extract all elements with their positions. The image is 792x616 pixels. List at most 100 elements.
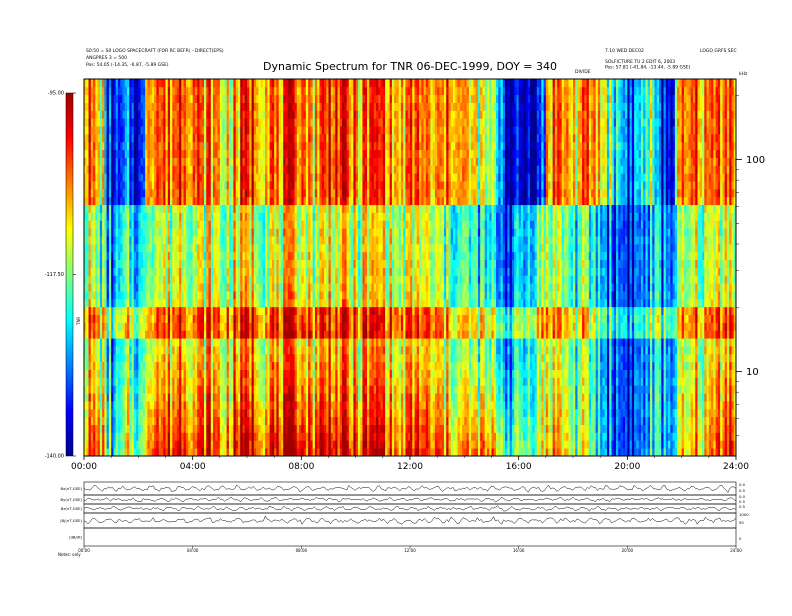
spectrogram-cell xyxy=(265,362,268,370)
spectrogram-cell xyxy=(179,393,182,401)
spectrogram-cell xyxy=(261,377,264,385)
spectrogram-cell xyxy=(242,330,245,338)
spectrogram-cell xyxy=(102,165,105,173)
spectrogram-cell xyxy=(242,346,245,354)
spectrogram-cell xyxy=(91,440,94,448)
spectrogram-cell xyxy=(120,291,123,299)
spectrogram-cell xyxy=(249,393,252,401)
spectrogram-cell xyxy=(213,228,216,236)
spectrogram-cell xyxy=(265,385,268,393)
spectrogram-cell xyxy=(283,307,286,315)
spectrogram-cell xyxy=(283,165,286,173)
spectrogram-cell xyxy=(184,165,187,173)
spectrogram-cell xyxy=(172,315,175,323)
spectrogram-cell xyxy=(272,197,275,205)
spectrogram-cell xyxy=(220,142,223,150)
spectrogram-cell xyxy=(98,417,101,425)
spectrogram-cell xyxy=(265,393,268,401)
spectrogram-cell xyxy=(306,205,309,213)
spectrogram-cell xyxy=(306,228,309,236)
spectrogram-cell xyxy=(301,354,304,362)
spectrogram-cell xyxy=(283,150,286,158)
spectrogram-cell xyxy=(150,275,153,283)
spectrogram-cell xyxy=(209,165,212,173)
spectrogram-cell xyxy=(120,409,123,417)
spectrogram-cell xyxy=(295,432,298,440)
spectrogram-cell xyxy=(197,197,200,205)
spectrogram-cell xyxy=(184,181,187,189)
spectrogram-cell xyxy=(242,260,245,268)
spectrogram-cell xyxy=(102,197,105,205)
spectrogram-cell xyxy=(238,134,241,142)
spectrogram-cell xyxy=(91,197,94,205)
spectrogram-cell xyxy=(249,291,252,299)
spectrogram-cell xyxy=(301,142,304,150)
spectrogram-cell xyxy=(283,252,286,260)
spectrogram-cell xyxy=(184,432,187,440)
spectrogram-cell xyxy=(301,432,304,440)
spectrogram-cell xyxy=(313,338,316,346)
spectrogram-cell xyxy=(224,299,227,307)
spectrogram-cell xyxy=(295,377,298,385)
spectrogram-cell xyxy=(261,401,264,409)
spectrogram-cell xyxy=(143,205,146,213)
spectrogram-cell xyxy=(91,126,94,134)
spectrogram-cell xyxy=(161,244,164,252)
spectrogram-cell xyxy=(254,283,257,291)
spectrogram-cell xyxy=(197,228,200,236)
spectrogram-cell xyxy=(301,134,304,142)
spectrogram-cell xyxy=(220,315,223,323)
spectrogram-cell xyxy=(265,330,268,338)
spectrogram-cell xyxy=(306,417,309,425)
spectrogram-cell xyxy=(116,448,119,456)
spectrogram-cell xyxy=(283,315,286,323)
spectrogram-cell xyxy=(127,87,130,95)
spectrogram-cell xyxy=(127,252,130,260)
spectrogram-cell xyxy=(283,299,286,307)
spectrogram-cell xyxy=(224,283,227,291)
spectrogram-cell xyxy=(102,315,105,323)
spectrogram-cell xyxy=(209,409,212,417)
spectrogram-cell xyxy=(306,213,309,221)
spectrogram-cell xyxy=(190,197,193,205)
spectrogram-cell xyxy=(116,283,119,291)
spectrogram-cell xyxy=(116,370,119,378)
spectrogram-cell xyxy=(209,228,212,236)
spectrogram-cell xyxy=(231,228,234,236)
spectrogram-cell xyxy=(109,260,112,268)
spectrogram-cell xyxy=(156,354,159,362)
spectrogram-cell xyxy=(98,173,101,181)
spectrogram-cell xyxy=(242,401,245,409)
spectrogram-cell xyxy=(209,244,212,252)
spectrogram-cell xyxy=(168,252,171,260)
spectrogram-cell xyxy=(224,425,227,433)
spectrogram-cell xyxy=(265,205,268,213)
spectrogram-cell xyxy=(279,307,282,315)
colorbar-label: TNR xyxy=(76,317,81,326)
spectrogram-cell xyxy=(143,213,146,221)
spectrogram-cell xyxy=(120,213,123,221)
spectrogram-cell xyxy=(238,244,241,252)
spectrogram-cell xyxy=(295,158,298,166)
spectrogram-cell xyxy=(283,95,286,103)
spectrogram-cell xyxy=(143,134,146,142)
spectrogram-cell xyxy=(116,181,119,189)
spectrogram-cell xyxy=(231,189,234,197)
spectrogram-cell xyxy=(224,236,227,244)
spectrogram-cell xyxy=(138,291,141,299)
spectrogram-cell xyxy=(168,299,171,307)
spectrogram-cell xyxy=(138,417,141,425)
spectrogram-cell xyxy=(213,87,216,95)
spectrogram-cell xyxy=(272,103,275,111)
spectrogram-cell xyxy=(295,252,298,260)
spectrogram-cell xyxy=(168,220,171,228)
spectrogram-cell xyxy=(220,283,223,291)
spectrogram-cell xyxy=(220,330,223,338)
spectrogram-cell xyxy=(91,377,94,385)
spectrogram-cell xyxy=(306,95,309,103)
spectrogram-cell xyxy=(283,126,286,134)
spectrogram-cell xyxy=(197,448,200,456)
spectrogram-cell xyxy=(120,260,123,268)
spectrogram-cell xyxy=(231,252,234,260)
